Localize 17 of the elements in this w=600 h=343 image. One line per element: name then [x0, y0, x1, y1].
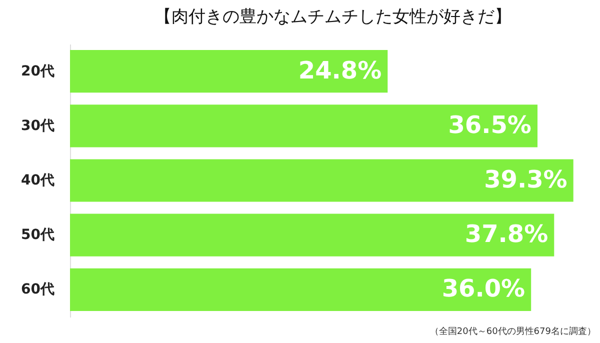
bar	[70, 268, 532, 311]
bar	[70, 159, 574, 202]
y-tick-label: 50代	[21, 227, 54, 244]
chart-title: 【肉付きの豊かなムチムチした女性が好きだ】	[154, 7, 512, 27]
bar	[70, 104, 538, 148]
data-label: 36.0%	[442, 274, 526, 303]
y-tick-label: 30代	[21, 118, 54, 134]
text: （全国20代～60代の男性679名に調査）	[430, 326, 596, 337]
data-label: 24.8%	[298, 56, 382, 84]
bar	[70, 214, 554, 256]
y-tick-label: 60代	[21, 282, 54, 298]
y-tick-label: 40代	[21, 172, 54, 188]
data-label: 39.3%	[484, 166, 568, 194]
data-label: 37.8%	[464, 220, 548, 248]
y-tick-label: 20代	[21, 63, 54, 80]
data-label: 36.5%	[448, 110, 532, 139]
bar	[70, 50, 388, 93]
